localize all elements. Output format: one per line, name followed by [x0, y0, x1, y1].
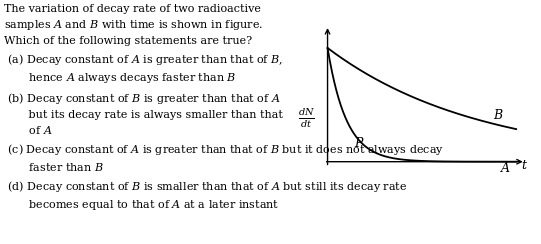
Text: P: P	[354, 137, 363, 150]
Text: A: A	[501, 162, 510, 175]
Text: $t$: $t$	[521, 159, 528, 172]
Text: $\frac{dN}{dt}$: $\frac{dN}{dt}$	[298, 107, 315, 130]
Text: B: B	[493, 109, 503, 122]
Text: The variation of decay rate of two radioactive
samples $A$ and $B$ with time is : The variation of decay rate of two radio…	[4, 4, 444, 213]
